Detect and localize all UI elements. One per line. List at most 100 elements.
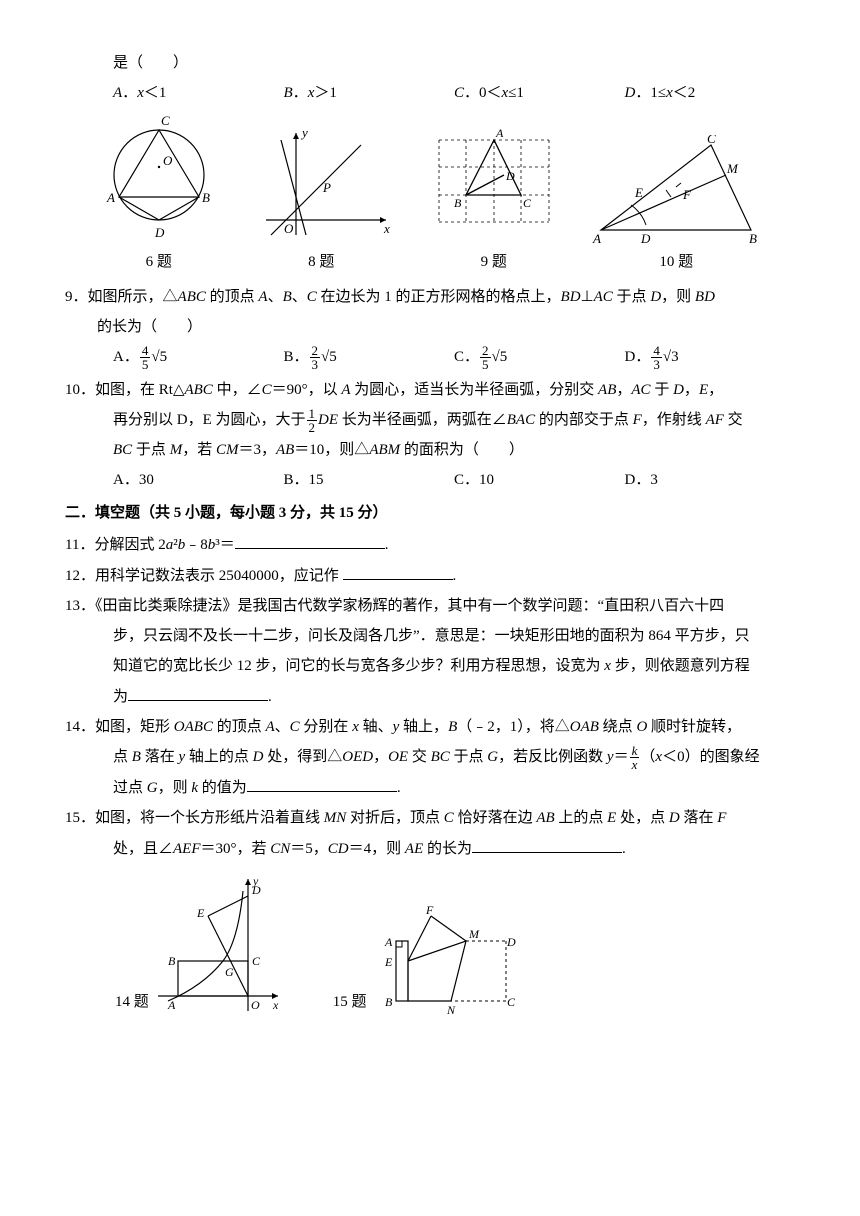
q-cont-opt-a: A．x＜1: [113, 80, 284, 107]
figures-row-1: C O A B D 6 题 y x O P 8 题: [65, 115, 795, 276]
q9-opt-c: C．25√5: [454, 344, 625, 371]
q15-stem1: 如图，将一个长方形纸片沿着直线 MN 对折后，顶点 C 恰好落在边 AB 上的点…: [95, 810, 726, 826]
q10-line2: 再分别以 D，E 为圆心，大于12DE 长为半径画弧，两弧在∠BAC 的内部交于…: [65, 407, 795, 434]
q9-stem2: 的长为（ ）: [97, 319, 202, 335]
q13-l2: 步，只云阔不及长一十二步，问长及阔各几步”．意思是：一块矩形田地的面积为 864…: [65, 623, 795, 650]
q14-l2: 点 B 落在 y 轴上的点 D 处，得到△OED，OE 交 BC 于点 G，若反…: [65, 744, 795, 771]
q12-num: 12．: [65, 568, 95, 584]
q10-num: 10．: [65, 382, 95, 398]
fig14-label: 14 题: [115, 989, 149, 1016]
q10-options: A．30 B．15 C．10 D．3: [65, 467, 795, 494]
svg-text:A: A: [106, 190, 115, 205]
q15-l1: 15．如图，将一个长方形纸片沿着直线 MN 对折后，顶点 C 恰好落在边 AB …: [65, 805, 795, 832]
q14-post: .: [397, 780, 401, 796]
svg-text:E: E: [634, 185, 643, 200]
svg-text:y: y: [300, 125, 308, 140]
svg-text:C: C: [161, 115, 170, 128]
q14-l3: 过点 G，则 k 的值为.: [65, 774, 795, 802]
svg-text:C: C: [523, 196, 532, 210]
q14-blank[interactable]: [247, 774, 397, 792]
svg-text:B: B: [202, 190, 210, 205]
q13-blank[interactable]: [128, 683, 268, 701]
q14-num: 14．: [65, 719, 95, 735]
figure-8: y x O P 8 题: [246, 125, 396, 276]
svg-text:F: F: [425, 906, 434, 917]
q9-options: A．45√5 B．23√5 C．25√5 D．43√3: [65, 344, 795, 371]
q13-l3: 知道它的宽比长少 12 步，问它的长与宽各多少步？利用方程思想，设宽为 x 步，…: [65, 653, 795, 680]
q13-stem4b: .: [268, 689, 272, 705]
svg-text:M: M: [468, 927, 480, 941]
q15-post: .: [622, 841, 626, 857]
fig8-svg: y x O P: [246, 125, 396, 245]
q10-line3: BC 于点 M，若 CM＝3，AB＝10，则△ABM 的面积为（ ）: [65, 437, 795, 464]
figure-6: C O A B D 6 题: [99, 115, 219, 276]
q9-opt-a: A．45√5: [113, 344, 284, 371]
q10-line1: 10．如图，在 Rt△ABC 中，∠C＝90°，以 A 为圆心，适当长为半径画弧…: [65, 377, 795, 404]
figure-15-block: 15 题 A E B F M D N C: [333, 906, 521, 1016]
q-cont-opt-c: C．0＜x≤1: [454, 80, 625, 107]
q10-stem2a: 再分别以 D，E 为圆心，大于: [113, 412, 306, 428]
q9-stem1: 如图所示，△ABC 的顶点 A、B、C 在边长为 1 的正方形网格的格点上，BD…: [88, 289, 715, 305]
svg-text:P: P: [322, 180, 331, 195]
svg-text:B: B: [749, 231, 757, 245]
q13-num: 13．: [65, 598, 95, 614]
svg-text:D: D: [505, 169, 515, 183]
fig15-label: 15 题: [333, 989, 367, 1016]
q14-stem1: 如图，矩形 OABC 的顶点 A、C 分别在 x 轴、y 轴上，B（﹣2，1），…: [95, 719, 741, 735]
svg-text:O: O: [163, 153, 173, 168]
q10-stem2b: 长为半径画弧，两弧在∠BAC 的内部交于点 F，作射线 AF 交: [338, 412, 743, 428]
q13-stem4a: 为: [113, 689, 128, 705]
q15-blank[interactable]: [472, 835, 622, 853]
q12-blank[interactable]: [343, 562, 453, 580]
svg-text:A: A: [495, 126, 504, 140]
figure-14-block: 14 题 y D E B C G A O x: [115, 871, 283, 1016]
q10-opt-b: B．15: [284, 467, 455, 494]
q9-num: 9．: [65, 289, 88, 305]
q10-stem1: 如图，在 Rt△ABC 中，∠C＝90°，以 A 为圆心，适当长为半径画弧，分别…: [95, 382, 723, 398]
q10-opt-a: A．30: [113, 467, 284, 494]
q9-opt-d: D．43√3: [625, 344, 796, 371]
svg-text:M: M: [726, 161, 739, 176]
section-2-header: 二．填空题（共 5 小题，每小题 3 分，共 15 分）: [65, 500, 795, 527]
q11-blank[interactable]: [235, 531, 385, 549]
svg-text:A: A: [384, 935, 393, 949]
fig10-label: 10 题: [659, 249, 693, 276]
q12-post: .: [453, 568, 457, 584]
svg-text:D: D: [640, 231, 651, 245]
q12-stem: 用科学记数法表示 25040000，应记作: [95, 568, 343, 584]
svg-text:O: O: [284, 221, 294, 236]
fig14-svg: y D E B C G A O x: [153, 871, 283, 1016]
fig6-svg: C O A B D: [99, 115, 219, 245]
q-cont-opt-d: D．1≤x＜2: [625, 80, 796, 107]
q13-l1: 13．《田亩比类乘除捷法》是我国古代数学家杨辉的著作，其中有一个数学问题：“直田…: [65, 593, 795, 620]
svg-text:B: B: [454, 196, 462, 210]
svg-text:x: x: [383, 221, 390, 236]
fig9-label: 9 题: [481, 249, 507, 276]
q14-stem3: 过点 G，则 k 的值为: [113, 780, 247, 796]
q11: 11．分解因式 2a²b﹣8b³＝.: [65, 531, 795, 559]
prev-question-tail: 是（ ）: [65, 50, 795, 77]
fig10-svg: C M E F A D B: [591, 135, 761, 245]
q9-line1: 9．如图所示，△ABC 的顶点 A、B、C 在边长为 1 的正方形网格的格点上，…: [65, 284, 795, 311]
q-cont-stem: 是（ ）: [113, 55, 188, 71]
svg-text:B: B: [168, 954, 176, 968]
svg-text:O: O: [251, 998, 260, 1012]
q14-l1: 14．如图，矩形 OABC 的顶点 A、C 分别在 x 轴、y 轴上，B（﹣2，…: [65, 714, 795, 741]
figure-10: C M E F A D B 10 题: [591, 135, 761, 276]
fig9-svg: A B C D: [424, 125, 564, 245]
q13-stem1: 《田亩比类乘除捷法》是我国古代数学家杨辉的著作，其中有一个数学问题：“直田积八百…: [95, 598, 724, 614]
q12: 12．用科学记数法表示 25040000，应记作 .: [65, 562, 795, 590]
q10-opt-c: C．10: [454, 467, 625, 494]
q13-stem3: 知道它的宽比长少 12 步，问它的长与宽各多少步？利用方程思想，设宽为 x 步，…: [113, 658, 750, 674]
svg-text:D: D: [506, 935, 516, 949]
q-cont-opt-b: B．x＞1: [284, 80, 455, 107]
fig15-svg: A E B F M D N C: [371, 906, 521, 1016]
q15-stem2: 处，且∠AEF＝30°，若 CN＝5，CD＝4，则 AE 的长为: [113, 841, 472, 857]
q14-stem2: 点 B 落在 y 轴上的点 D 处，得到△OED，OE 交 BC 于点 G，若反…: [113, 749, 629, 765]
svg-text:E: E: [196, 906, 205, 920]
svg-text:F: F: [682, 187, 692, 202]
q10-stem3: BC 于点 M，若 CM＝3，AB＝10，则△ABM 的面积为（ ）: [113, 442, 524, 458]
q9-line2: 的长为（ ）: [65, 314, 795, 341]
fig8-label: 8 题: [308, 249, 334, 276]
q11-num: 11．: [65, 537, 94, 553]
